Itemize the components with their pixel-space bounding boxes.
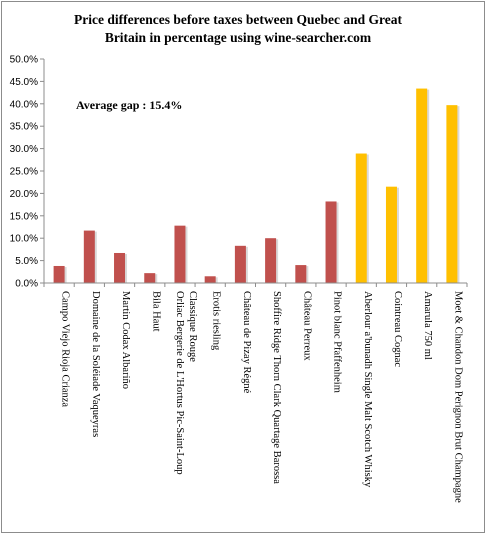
y-tick-label: 45.0% — [10, 77, 38, 88]
x-tick-label: Amarula 750 ml — [422, 291, 433, 360]
bar — [234, 245, 246, 283]
x-tick-label: Bila Haut — [150, 291, 161, 332]
bar — [385, 186, 397, 283]
bar — [204, 276, 216, 283]
average-gap-annotation: Average gap : 15.4% — [76, 98, 182, 112]
x-tick-label: Shoffire Ridge Thorn Clark Quartage Baro… — [271, 291, 282, 484]
x-tick-label: Martin Codax Albariño — [120, 291, 131, 389]
x-tick-label: Domaine de la Soléiade Vaqueyras — [90, 291, 101, 437]
bar — [416, 88, 428, 284]
x-tick-label: Orliac Bergerie de L'Hortus Pic-Saint-Lo… — [174, 291, 185, 475]
y-tick-label: 10.0% — [10, 234, 38, 245]
y-tick-label: 50.0% — [10, 55, 38, 66]
x-axis-labels: Campo Viejo Rioja Crianza Domaine de la S… — [60, 291, 464, 503]
x-tick-label: Erotis riesling — [211, 291, 222, 351]
y-tick-label: 5.0% — [15, 256, 38, 267]
bar — [295, 265, 307, 283]
x-tick-label: Pinot blanc Pfaffenheim — [332, 291, 343, 393]
x-axis — [43, 282, 468, 287]
bars — [53, 88, 460, 284]
y-tick-label: 0.0% — [15, 279, 38, 290]
x-tick-label: Aberlour a'bunadh Single Malt Scotch Whi… — [362, 291, 373, 488]
x-tick-label: Château de Pizay Régné — [241, 291, 252, 394]
x-tick-label: Moet & Chandon Dom Perignon Brut Champag… — [452, 291, 463, 503]
chart-title-line-2: Britain in percentage using wine-searche… — [105, 30, 372, 45]
bar — [144, 273, 156, 283]
bar — [446, 105, 458, 283]
bar — [355, 153, 367, 283]
y-tick-label: 15.0% — [10, 211, 38, 222]
y-tick-label: 20.0% — [10, 189, 38, 200]
chart-title-line-1: Price differences before taxes between Q… — [74, 12, 403, 27]
bar — [174, 225, 186, 283]
y-tick-label: 25.0% — [10, 167, 38, 178]
bar — [265, 238, 277, 283]
bar — [53, 265, 65, 283]
x-tick-label: Cointreau Cognac — [392, 291, 403, 367]
y-tick-label: 30.0% — [10, 144, 38, 155]
bar — [83, 230, 95, 283]
x-tick-label: Classique Rouge — [187, 291, 198, 362]
y-tick-label: 35.0% — [10, 122, 38, 133]
bar — [325, 201, 337, 283]
y-axis: 0.0% 5.0% 10.0% 15.0% 20.0% 25.0% 30.0% 35.0% 40… — [10, 55, 45, 290]
x-tick-label: Château Perreux — [301, 291, 312, 361]
x-tick-label: Campo Viejo Rioja Crianza — [60, 291, 71, 407]
y-tick-label: 40.0% — [10, 99, 38, 110]
bar — [114, 252, 126, 283]
